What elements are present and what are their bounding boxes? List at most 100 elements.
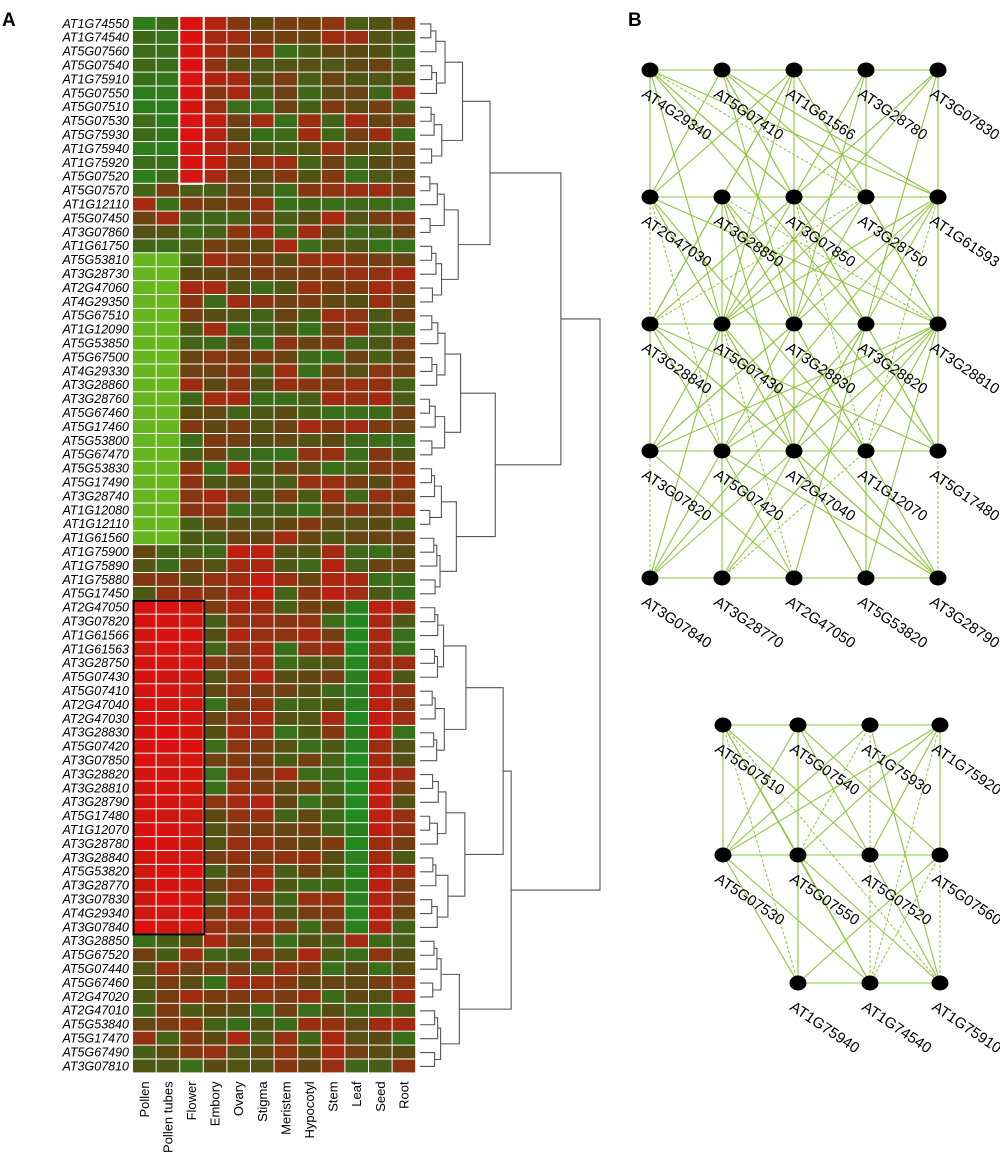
heatmap-cell (133, 864, 156, 878)
heatmap-cell (274, 72, 298, 86)
heatmap-cell (345, 281, 368, 294)
heatmap-cell (251, 183, 274, 197)
heatmap-cell (369, 1045, 392, 1059)
heatmap-cell (274, 336, 298, 350)
heatmap-cell (180, 573, 203, 586)
dendrogram-branch (444, 353, 462, 433)
heatmap-cell (133, 962, 156, 976)
heatmap-cell (133, 712, 156, 725)
network-node (861, 975, 879, 991)
heatmap-cell (227, 44, 250, 58)
network-edge (649, 196, 723, 325)
heatmap-cell (321, 864, 345, 878)
heatmap-cell (227, 809, 250, 823)
network-edge (649, 323, 939, 452)
heatmap-cell (298, 30, 321, 44)
dendrogram-branch (429, 485, 442, 518)
dendrogram-branch (431, 124, 443, 157)
heatmap-cell (180, 628, 203, 642)
heatmap-cell (298, 406, 321, 420)
heatmap-cell (133, 684, 156, 698)
heatmap-cell (298, 253, 321, 267)
heatmap-cell (298, 934, 321, 948)
gene-label: AT3G28780 (62, 837, 130, 851)
heatmap-cell (298, 114, 321, 128)
heatmap-cell (298, 795, 321, 809)
heatmap-cell (133, 600, 156, 614)
heatmap-cell (369, 920, 392, 934)
heatmap-cell (274, 364, 298, 378)
heatmap-cell (251, 739, 274, 753)
heatmap-cell (180, 322, 203, 336)
heatmap-cell (203, 934, 227, 948)
dendrogram-branch (420, 655, 439, 678)
heatmap-cell (369, 767, 392, 781)
network-edge (722, 854, 799, 984)
heatmap-cell (180, 156, 203, 169)
heatmap-cell (180, 239, 203, 253)
heatmap-cell (203, 781, 227, 795)
dendrogram-branch (420, 607, 436, 623)
heatmap-cell (274, 725, 298, 739)
heatmap-cell (203, 322, 227, 336)
heatmap-cell (321, 364, 345, 378)
heatmap-cell (133, 295, 156, 308)
heatmap-cell (274, 114, 298, 128)
gene-label: AT5G07550 (62, 86, 130, 100)
heatmap-cell (392, 197, 416, 211)
heatmap-cell (203, 475, 227, 489)
heatmap-cell (345, 573, 368, 586)
gene-label: AT5G07540 (62, 59, 130, 73)
heatmap-cell (369, 878, 392, 892)
heatmap-cell (180, 197, 203, 211)
heatmap-cell (345, 350, 368, 364)
heatmap-cell (251, 656, 274, 670)
heatmap-cell (369, 239, 392, 253)
heatmap-cell (369, 350, 392, 364)
heatmap-cell (251, 864, 274, 878)
gene-label: AT4G29350 (62, 295, 130, 309)
heatmap-cell (392, 461, 416, 475)
heatmap-cell (369, 503, 392, 517)
heatmap-cell (227, 406, 250, 420)
heatmap-cell (298, 350, 321, 364)
heatmap-cell (133, 781, 156, 795)
network-edge (865, 450, 939, 579)
heatmap-cell (227, 934, 250, 948)
heatmap-cell (203, 308, 227, 322)
heatmap-cell (392, 1045, 416, 1059)
heatmap-cell (227, 128, 250, 142)
heatmap-cell (321, 559, 345, 572)
heatmap-cell (251, 600, 274, 614)
heatmap-cell (298, 392, 321, 406)
heatmap-cell (203, 461, 227, 475)
heatmap-cell (156, 239, 180, 253)
heatmap-cell (180, 281, 203, 294)
heatmap-cell (251, 378, 274, 392)
node-label: AT3G07840 (639, 593, 715, 652)
gene-label: AT5G67460 (62, 406, 130, 420)
heatmap-cell (392, 656, 416, 670)
heatmap-cell (274, 1031, 298, 1045)
tissue-label: Seed (373, 1081, 388, 1111)
network-edge (722, 724, 799, 856)
heatmap-cell (180, 712, 203, 725)
heatmap-cell (321, 392, 345, 406)
heatmap-cell (345, 336, 368, 350)
heatmap-cell (298, 892, 321, 906)
heatmap-cell (156, 489, 180, 503)
dendrogram-branch (437, 624, 445, 668)
heatmap-cell (345, 990, 368, 1003)
heatmap-cell (321, 739, 345, 753)
heatmap-cell (227, 114, 250, 128)
heatmap-cell (251, 100, 274, 114)
dendrogram-branch (420, 614, 439, 637)
heatmap-cell (345, 461, 368, 475)
gene-label: AT5G07440 (62, 962, 130, 976)
heatmap-cell (227, 684, 250, 698)
heatmap-cell (180, 267, 203, 281)
heatmap-cell (392, 934, 416, 948)
heatmap-cell (345, 253, 368, 267)
heatmap-cell (156, 267, 180, 281)
heatmap-cell (227, 614, 250, 628)
